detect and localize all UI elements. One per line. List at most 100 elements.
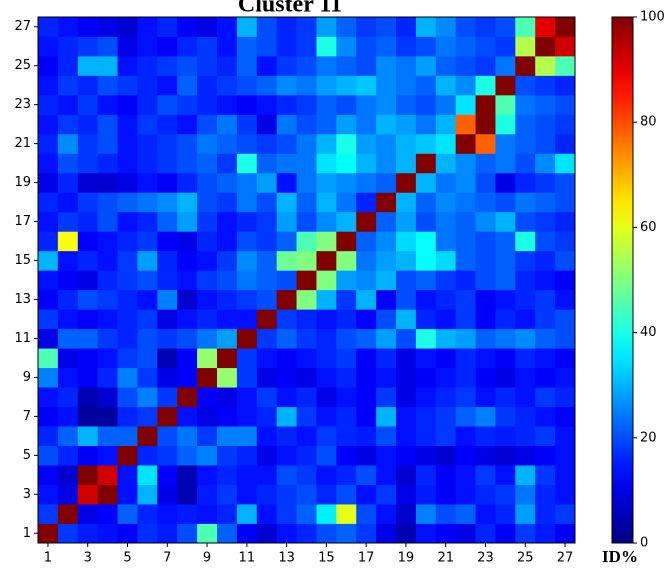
heatmap-cell <box>296 367 317 388</box>
heatmap-cell <box>137 75 158 96</box>
heatmap-cell <box>296 426 317 446</box>
heatmap-cell <box>38 523 59 544</box>
heatmap-cell <box>137 114 158 135</box>
heatmap-cell <box>276 75 297 96</box>
heatmap-cell <box>435 484 457 505</box>
heatmap-cell <box>197 172 218 193</box>
heatmap-cell <box>276 17 297 37</box>
heatmap-cell <box>276 153 297 174</box>
heatmap-cell <box>77 406 99 427</box>
heatmap-cell <box>336 211 357 232</box>
heatmap-cell <box>515 309 536 330</box>
heatmap-cell <box>276 231 297 252</box>
heatmap-cell <box>495 250 516 271</box>
heatmap-cell <box>256 17 278 37</box>
heatmap-cell <box>316 289 337 310</box>
heatmap-cell <box>396 426 417 446</box>
heatmap-cell <box>555 94 576 115</box>
heatmap-cell <box>117 231 138 252</box>
heatmap-cell <box>38 192 59 213</box>
x-tick-label: 11 <box>239 551 256 566</box>
heatmap-cell <box>117 172 138 193</box>
heatmap-cell <box>555 250 576 271</box>
y-tick-label: 25 <box>14 58 31 73</box>
heatmap-cell <box>535 172 556 193</box>
heatmap-cell <box>77 387 99 408</box>
heatmap-cell <box>217 426 238 446</box>
heatmap-cell <box>415 172 437 193</box>
heatmap-cell <box>535 289 556 310</box>
heatmap-cell <box>296 387 317 408</box>
heatmap-cell <box>455 55 476 76</box>
heatmap-cell <box>296 445 317 466</box>
heatmap-cell <box>197 211 218 232</box>
heatmap-cell <box>97 153 118 174</box>
heatmap-cell <box>157 504 178 524</box>
heatmap-cell <box>455 367 476 388</box>
heatmap-cell <box>77 17 99 37</box>
heatmap-cell <box>276 504 297 524</box>
heatmap-cell <box>97 289 118 310</box>
heatmap-cell <box>77 348 99 369</box>
heatmap-cell <box>475 17 496 37</box>
heatmap-cell <box>495 328 516 349</box>
heatmap-cell <box>555 55 576 76</box>
heatmap-cell <box>415 328 437 349</box>
heatmap-cell <box>316 133 337 154</box>
x-tick-label: 3 <box>84 551 92 566</box>
heatmap-cell <box>97 348 118 369</box>
heatmap-cell <box>435 55 457 76</box>
heatmap-cell <box>177 17 198 37</box>
heatmap-cell <box>57 270 79 291</box>
heatmap-cell <box>77 270 99 291</box>
heatmap-cell <box>356 36 377 57</box>
heatmap-cell <box>236 465 258 485</box>
heatmap-cell <box>475 133 496 154</box>
heatmap-cell <box>77 328 99 349</box>
heatmap-cell <box>236 387 258 408</box>
heatmap-cell <box>515 504 536 524</box>
heatmap-cell <box>356 309 377 330</box>
heatmap-cell <box>236 211 258 232</box>
y-tick-label: 23 <box>14 97 31 112</box>
heatmap-cell <box>276 367 297 388</box>
heatmap-cell <box>495 484 516 505</box>
heatmap-cell <box>376 309 397 330</box>
heatmap-cell <box>117 211 138 232</box>
heatmap-cell <box>157 289 178 310</box>
heatmap-cell <box>495 445 516 466</box>
y-tick-label: 21 <box>14 136 31 151</box>
heatmap-cell <box>97 36 118 57</box>
heatmap-cell <box>276 36 297 57</box>
heatmap-cell <box>197 426 218 446</box>
heatmap-cell <box>356 270 377 291</box>
heatmap-cell <box>535 484 556 505</box>
heatmap-cell <box>455 75 476 96</box>
heatmap-cell <box>515 94 536 115</box>
heatmap-cell <box>495 133 516 154</box>
heatmap-cell <box>415 484 437 505</box>
heatmap-cell <box>515 270 536 291</box>
heatmap-cell <box>157 406 178 427</box>
heatmap-cell <box>396 94 417 115</box>
heatmap-cell <box>77 36 99 57</box>
heatmap-cell <box>97 250 118 271</box>
chart-title: Cluster 11 <box>238 0 342 18</box>
heatmap-cell <box>435 523 457 544</box>
heatmap-cell <box>495 523 516 544</box>
heatmap-cell <box>97 465 118 485</box>
heatmap-cell <box>555 367 576 388</box>
heatmap-cell <box>77 153 99 174</box>
heatmap-cell <box>197 387 218 408</box>
heatmap-cell <box>77 504 99 524</box>
heatmap-cell <box>217 211 238 232</box>
heatmap-cell <box>97 114 118 135</box>
heatmap-cell <box>217 17 238 37</box>
heatmap-cell <box>217 289 238 310</box>
heatmap-cell <box>217 445 238 466</box>
heatmap-cell <box>435 426 457 446</box>
heatmap-cell <box>77 75 99 96</box>
heatmap-cell <box>336 484 357 505</box>
heatmap-cell <box>316 250 337 271</box>
heatmap-cell <box>256 406 278 427</box>
